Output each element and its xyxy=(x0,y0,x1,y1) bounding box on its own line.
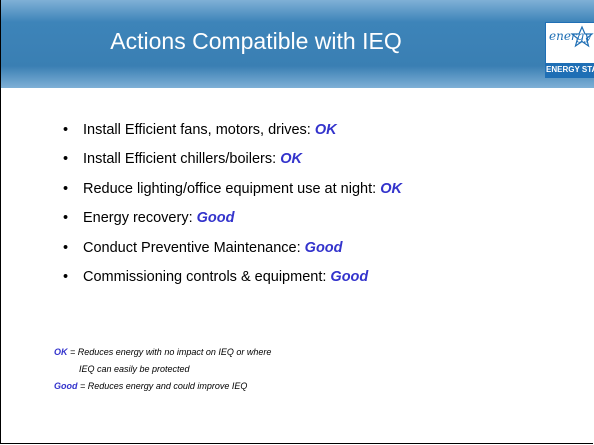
logo-star xyxy=(570,25,594,48)
bullet-dot: • xyxy=(63,151,69,168)
title: Actions Compatible with IEQ xyxy=(110,28,402,54)
note-line: Good = Reduces energy and could improve … xyxy=(54,381,247,391)
note-line: OK = Reduces energy with no impact on IE… xyxy=(54,347,271,357)
bullet-item: • Energy recovery: Good xyxy=(63,210,235,226)
bullet-item: • Install Efficient fans, motors, drives:… xyxy=(63,122,337,138)
logo-label: ENERGY STAR xyxy=(546,63,594,77)
logo: energy ENERGY STAR xyxy=(545,22,594,78)
header: Actions Compatible with IEQ energy ENERG… xyxy=(1,0,594,88)
bullet-dot: • xyxy=(63,269,69,285)
rating: OK xyxy=(280,151,302,168)
bullet-dot: • xyxy=(63,122,69,138)
note-text: = Reduces energy and could improve IEQ xyxy=(80,381,248,391)
rating: Good xyxy=(330,269,369,285)
bullet-text: Energy recovery: xyxy=(83,210,193,227)
logo-script: energy xyxy=(549,29,592,43)
bullet-item: • Conduct Preventive Maintenance: Good xyxy=(63,240,343,256)
bullet-dot: • xyxy=(63,210,69,227)
bullet-text: Commissioning controls & equipment: xyxy=(83,269,327,285)
note-key: OK xyxy=(54,347,68,357)
bullet-dot: • xyxy=(63,180,69,197)
note-line: IEQ can easily be protected xyxy=(79,364,190,374)
rating: OK xyxy=(314,122,337,138)
bullet-text: Install Efficient fans, motors, drives: xyxy=(83,122,311,138)
note-key: Good xyxy=(54,381,78,391)
note-text: IEQ can easily be protected xyxy=(79,364,190,374)
bullet-text: Install Efficient chillers/boilers: xyxy=(83,151,277,168)
rating: Good xyxy=(304,239,343,256)
bullet-item: • Reduce lighting/office equipment use at… xyxy=(63,181,402,197)
bullet-text: Reduce lighting/office equipment use at … xyxy=(83,180,377,197)
rating: OK xyxy=(380,180,402,197)
bullet-item: • Commissioning controls & equipment: Goo… xyxy=(63,269,368,285)
bullet-item: • Install Efficient chillers/boilers: OK xyxy=(63,151,302,167)
bullet-text: Conduct Preventive Maintenance: xyxy=(83,239,301,256)
note-text: = Reduces energy with no impact on IEQ o… xyxy=(70,347,272,357)
bullet-dot: • xyxy=(63,239,69,256)
rating: Good xyxy=(196,210,235,227)
